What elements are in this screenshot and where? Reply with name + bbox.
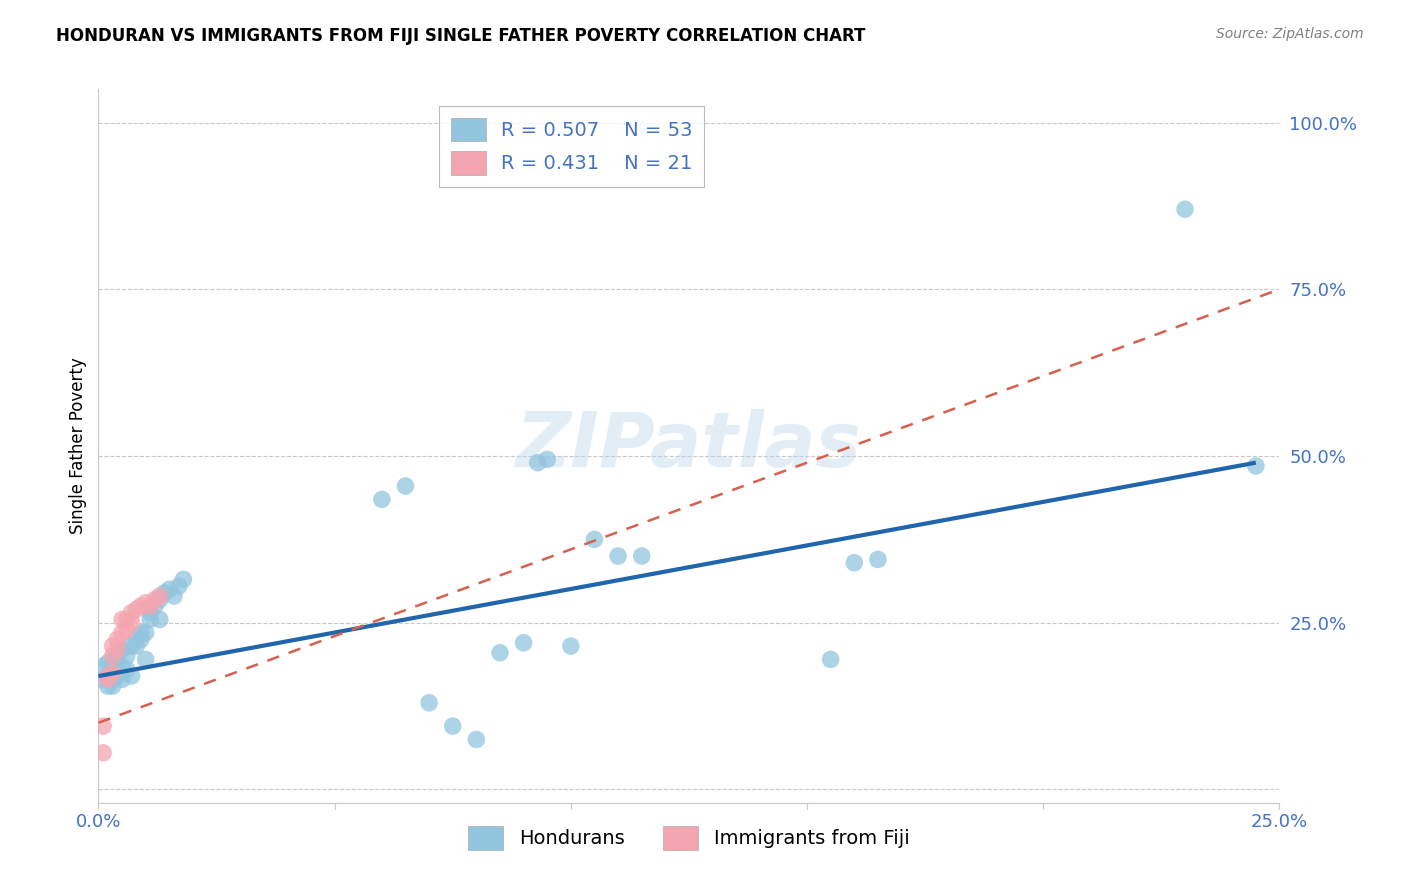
Point (526, 456, 548, 470)
Point (121, 639, 143, 653)
Point (91, 673, 114, 687)
Y-axis label: Single Father Poverty: Single Father Poverty (69, 358, 87, 534)
Text: ZIPatlas: ZIPatlas (516, 409, 862, 483)
Point (101, 662, 124, 676)
Point (143, 599, 166, 613)
Point (163, 589, 186, 603)
Point (115, 649, 138, 664)
Point (91, 746, 114, 760)
Point (91, 719, 114, 733)
Point (153, 585, 176, 599)
Point (512, 636, 534, 650)
Point (125, 639, 148, 653)
Point (149, 592, 172, 607)
Point (129, 599, 152, 613)
Point (101, 673, 124, 687)
Point (129, 632, 152, 647)
Point (418, 696, 440, 710)
Point (607, 549, 630, 563)
Point (560, 639, 582, 653)
Point (630, 549, 652, 563)
Point (135, 652, 157, 666)
Point (371, 492, 394, 507)
Point (105, 659, 128, 673)
Point (97, 669, 120, 683)
Point (101, 652, 124, 666)
Point (139, 606, 162, 620)
Point (139, 599, 162, 613)
Point (111, 673, 134, 687)
Point (125, 632, 148, 647)
Point (172, 573, 194, 587)
Point (97, 673, 120, 687)
Point (97, 679, 120, 693)
Point (101, 679, 124, 693)
Point (441, 719, 464, 733)
Point (97, 656, 120, 670)
Point (844, 556, 866, 570)
Point (820, 652, 842, 666)
Point (121, 615, 143, 630)
Point (157, 582, 180, 597)
Point (111, 642, 134, 657)
Point (149, 589, 172, 603)
Point (115, 612, 138, 626)
Point (583, 533, 606, 547)
Point (101, 649, 124, 664)
Point (139, 612, 162, 626)
Point (111, 625, 134, 640)
Point (101, 665, 124, 680)
Point (97, 669, 120, 683)
Point (135, 625, 157, 640)
Point (125, 602, 148, 616)
Point (149, 612, 172, 626)
Point (129, 625, 152, 640)
Point (91, 659, 114, 673)
Point (121, 606, 143, 620)
Point (115, 623, 138, 637)
Text: HONDURAN VS IMMIGRANTS FROM FIJI SINGLE FATHER POVERTY CORRELATION CHART: HONDURAN VS IMMIGRANTS FROM FIJI SINGLE … (56, 27, 866, 45)
Point (536, 452, 558, 467)
Point (1244, 458, 1267, 473)
Point (143, 592, 166, 607)
Point (394, 479, 416, 493)
Point (121, 669, 143, 683)
Point (167, 579, 190, 593)
Point (105, 642, 128, 657)
Point (105, 669, 128, 683)
Point (1174, 202, 1197, 217)
Text: Source: ZipAtlas.com: Source: ZipAtlas.com (1216, 27, 1364, 41)
Point (105, 649, 128, 664)
Point (111, 612, 134, 626)
Point (115, 662, 138, 676)
Legend: Hondurans, Immigrants from Fiji: Hondurans, Immigrants from Fiji (460, 818, 918, 857)
Point (866, 552, 889, 566)
Point (489, 646, 512, 660)
Point (101, 639, 124, 653)
Point (105, 632, 128, 647)
Point (111, 659, 134, 673)
Point (465, 732, 488, 747)
Point (135, 596, 157, 610)
